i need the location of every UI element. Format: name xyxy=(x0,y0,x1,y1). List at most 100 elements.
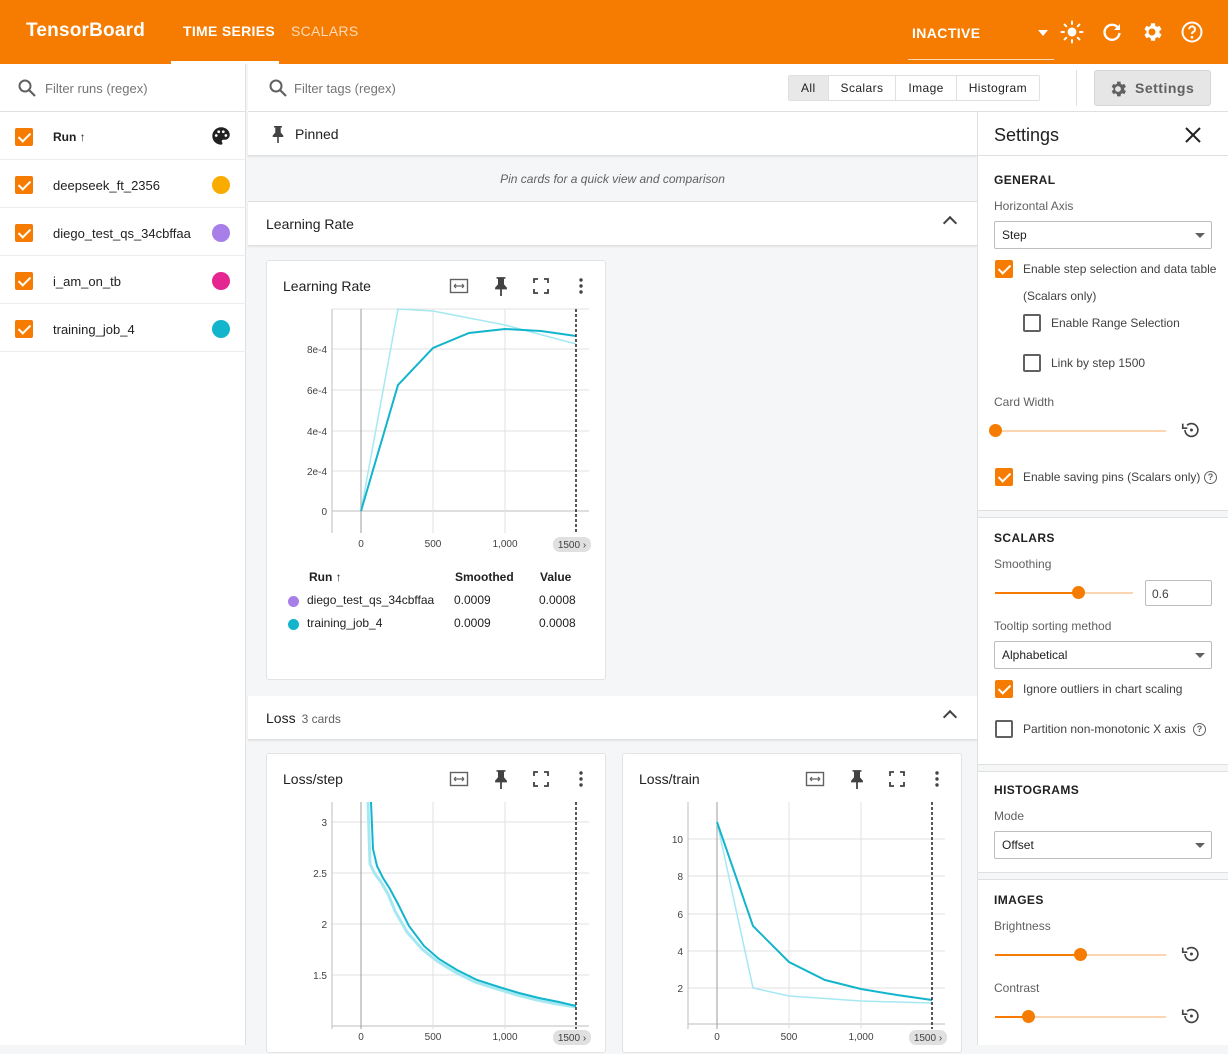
contrast-slider[interactable] xyxy=(995,1016,1166,1018)
run-color-swatch[interactable] xyxy=(212,272,230,290)
more-options-icon[interactable] xyxy=(571,276,591,296)
fit-domain-icon[interactable] xyxy=(449,769,469,789)
step-cursor-badge[interactable] xyxy=(553,537,591,552)
run-column-header[interactable]: Run ↑ xyxy=(53,130,86,144)
section-card-count: 3 cards xyxy=(301,712,341,726)
tooltip-header-run: Run ↑ xyxy=(309,570,342,584)
link-by-step-checkbox[interactable] xyxy=(1023,354,1041,372)
card-width-slider-thumb[interactable] xyxy=(989,424,1002,437)
collapse-icon[interactable] xyxy=(942,215,958,231)
tooltip-run-swatch xyxy=(288,619,299,630)
x-tick-label: 0 xyxy=(358,1032,364,1043)
search-icon xyxy=(18,79,36,97)
ignore-outliers-checkbox[interactable] xyxy=(995,680,1013,698)
learning-rate-chart[interactable]: 8e-4 6e-4 4e-4 2e-4 0 0 500 1,000 1500 › xyxy=(267,261,607,561)
fit-domain-icon[interactable] xyxy=(805,769,825,789)
tooltip-value: 0.0008 xyxy=(539,616,576,630)
learning-rate-section-header[interactable]: Learning Rate xyxy=(248,202,977,246)
loss-train-chart[interactable]: 10 8 6 4 2 0 500 1,000 1500 › xyxy=(623,754,963,1054)
smoothing-input[interactable]: 0.6 xyxy=(1145,580,1212,606)
histogram-mode-select[interactable]: Offset xyxy=(994,831,1212,859)
tooltip-run-swatch xyxy=(288,596,299,607)
more-options-icon[interactable] xyxy=(571,769,591,789)
tooltip-sort-value: Alphabetical xyxy=(1002,648,1068,662)
brand-title: TensorBoard xyxy=(26,20,146,41)
x-tick-label: 0 xyxy=(714,1032,720,1043)
run-checkbox[interactable] xyxy=(15,272,33,290)
collapse-icon[interactable] xyxy=(942,709,958,725)
y-tick-label: 4 xyxy=(677,947,683,958)
run-color-swatch[interactable] xyxy=(212,320,230,338)
help-icon[interactable]: ? xyxy=(1193,723,1206,736)
step-cursor-label: 1500 › xyxy=(558,1033,586,1044)
select-all-checkbox[interactable] xyxy=(15,128,33,146)
horizontal-axis-select[interactable]: Step xyxy=(994,221,1212,249)
gear-icon[interactable] xyxy=(1140,20,1164,44)
tab-time-series[interactable]: TIME SERIES xyxy=(183,23,275,39)
settings-title: Settings xyxy=(994,125,1060,145)
pinned-empty-message: Pin cards for a quick view and compariso… xyxy=(248,156,977,202)
tooltip-header-value: Value xyxy=(540,570,572,584)
reset-icon[interactable] xyxy=(1180,419,1202,441)
y-tick-label: 10 xyxy=(672,835,684,846)
fullscreen-icon[interactable] xyxy=(531,769,551,789)
help-icon[interactable]: ? xyxy=(1204,471,1217,484)
runs-filter[interactable]: Filter runs (regex) xyxy=(0,64,246,112)
loss-step-chart[interactable]: 3 2.5 2 1.5 0 500 1,000 1500 › xyxy=(267,754,607,1054)
reset-icon[interactable] xyxy=(1180,943,1202,965)
plugin-status-select[interactable]: INACTIVE xyxy=(908,16,1054,60)
step-cursor-badge[interactable] xyxy=(553,1030,591,1045)
pin-icon[interactable] xyxy=(491,769,511,789)
more-options-icon[interactable] xyxy=(927,769,947,789)
run-row[interactable]: diego_test_qs_34cbffaa xyxy=(0,208,246,256)
run-checkbox[interactable] xyxy=(15,224,33,242)
runs-filter-input[interactable]: Filter runs (regex) xyxy=(45,81,148,96)
step-cursor-label: 1500 › xyxy=(914,1033,942,1044)
run-row[interactable]: deepseek_ft_2356 xyxy=(0,160,246,208)
step-cursor-badge[interactable] xyxy=(909,1030,947,1045)
refresh-icon[interactable] xyxy=(1100,20,1124,44)
settings-title-divider xyxy=(978,155,1228,156)
fullscreen-icon[interactable] xyxy=(531,276,551,296)
card-title: Loss/train xyxy=(639,771,700,787)
help-icon[interactable] xyxy=(1180,20,1204,44)
run-row[interactable]: training_job_4 xyxy=(0,304,246,352)
type-scalars-button[interactable]: Scalars xyxy=(829,76,897,100)
smoothing-slider-thumb[interactable] xyxy=(1072,586,1085,599)
type-histogram-button[interactable]: Histogram xyxy=(968,81,1028,95)
light-mode-icon[interactable] xyxy=(1060,20,1084,44)
reset-icon[interactable] xyxy=(1180,1005,1202,1027)
type-all-button[interactable]: All xyxy=(789,76,829,100)
contrast-slider-thumb[interactable] xyxy=(1022,1010,1035,1023)
y-tick-label: 3 xyxy=(321,818,327,829)
settings-toggle-button[interactable]: Settings xyxy=(1094,70,1211,106)
range-selection-checkbox[interactable] xyxy=(1023,314,1041,332)
card-width-slider[interactable] xyxy=(995,430,1166,432)
saving-pins-checkbox[interactable] xyxy=(995,468,1013,486)
run-color-swatch[interactable] xyxy=(212,224,230,242)
run-row[interactable]: i_am_on_tb xyxy=(0,256,246,304)
fullscreen-icon[interactable] xyxy=(887,769,907,789)
close-icon[interactable] xyxy=(1184,126,1202,144)
tooltip-sort-select[interactable]: Alphabetical xyxy=(994,641,1212,669)
tab-scalars[interactable]: SCALARS xyxy=(291,23,359,39)
loss-section-header[interactable]: Loss 3 cards xyxy=(248,696,977,740)
pin-icon[interactable] xyxy=(847,769,867,789)
run-color-swatch[interactable] xyxy=(212,176,230,194)
y-tick-label: 2 xyxy=(321,920,327,931)
pin-icon[interactable] xyxy=(491,276,511,296)
type-image-button[interactable]: Image xyxy=(896,76,957,100)
general-heading: GENERAL xyxy=(994,173,1056,187)
chevron-down-icon xyxy=(1038,30,1048,36)
partition-x-axis-checkbox[interactable] xyxy=(995,720,1013,738)
step-selection-label: Enable step selection and data table xyxy=(1023,262,1217,276)
tooltip-run-name: diego_test_qs_34cbffaa xyxy=(307,593,435,607)
tags-filter-input[interactable]: Filter tags (regex) xyxy=(294,81,396,96)
run-checkbox[interactable] xyxy=(15,320,33,338)
brightness-slider-thumb[interactable] xyxy=(1074,948,1087,961)
histograms-heading: HISTOGRAMS xyxy=(994,783,1080,797)
step-selection-checkbox[interactable] xyxy=(995,260,1013,278)
palette-icon[interactable] xyxy=(210,125,232,147)
run-checkbox[interactable] xyxy=(15,176,33,194)
fit-domain-icon[interactable] xyxy=(449,276,469,296)
